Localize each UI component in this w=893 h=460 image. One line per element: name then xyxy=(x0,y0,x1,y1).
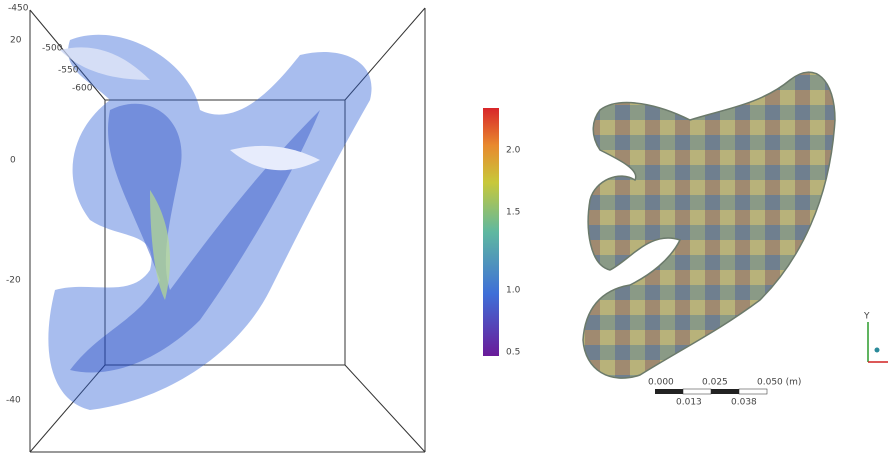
axis-label: -40 xyxy=(6,396,21,406)
scale-label: 0.038 xyxy=(731,398,757,408)
colorbar-labels: 2.0 1.5 1.0 0.5 xyxy=(506,146,521,358)
surface-model xyxy=(583,72,835,378)
scale-label: 0.050 (m) xyxy=(757,378,801,388)
axis-label: -600 xyxy=(72,84,93,94)
volume-render xyxy=(48,35,371,410)
scale-bar: 0.000 0.025 0.050 (m) 0.013 0.038 xyxy=(648,378,801,408)
colorbar-label: 1.0 xyxy=(506,286,521,296)
axis-label: -450 xyxy=(8,4,29,14)
axis-label: Y xyxy=(863,312,870,322)
scale-label: 0.025 xyxy=(702,378,728,388)
axis-label: 0 xyxy=(10,156,16,166)
axis-label: -500 xyxy=(42,44,63,54)
colorbar xyxy=(483,108,499,356)
axis-label: -550 xyxy=(58,66,79,76)
axes-triad: Y xyxy=(863,312,888,363)
colorbar-label: 2.0 xyxy=(506,146,521,156)
colorbar-label: 0.5 xyxy=(506,348,520,358)
scale-label: 0.000 xyxy=(648,378,674,388)
colorbar-label: 1.5 xyxy=(506,208,520,218)
visualization: 20 0 -20 -40 -450 -500 -550 -600 2.0 1.5… xyxy=(0,0,893,456)
scale-label: 0.013 xyxy=(676,398,702,408)
axis-label: 20 xyxy=(10,36,22,46)
y-axis-labels: 20 0 -20 -40 xyxy=(6,36,22,406)
axis-label: -20 xyxy=(6,276,21,286)
